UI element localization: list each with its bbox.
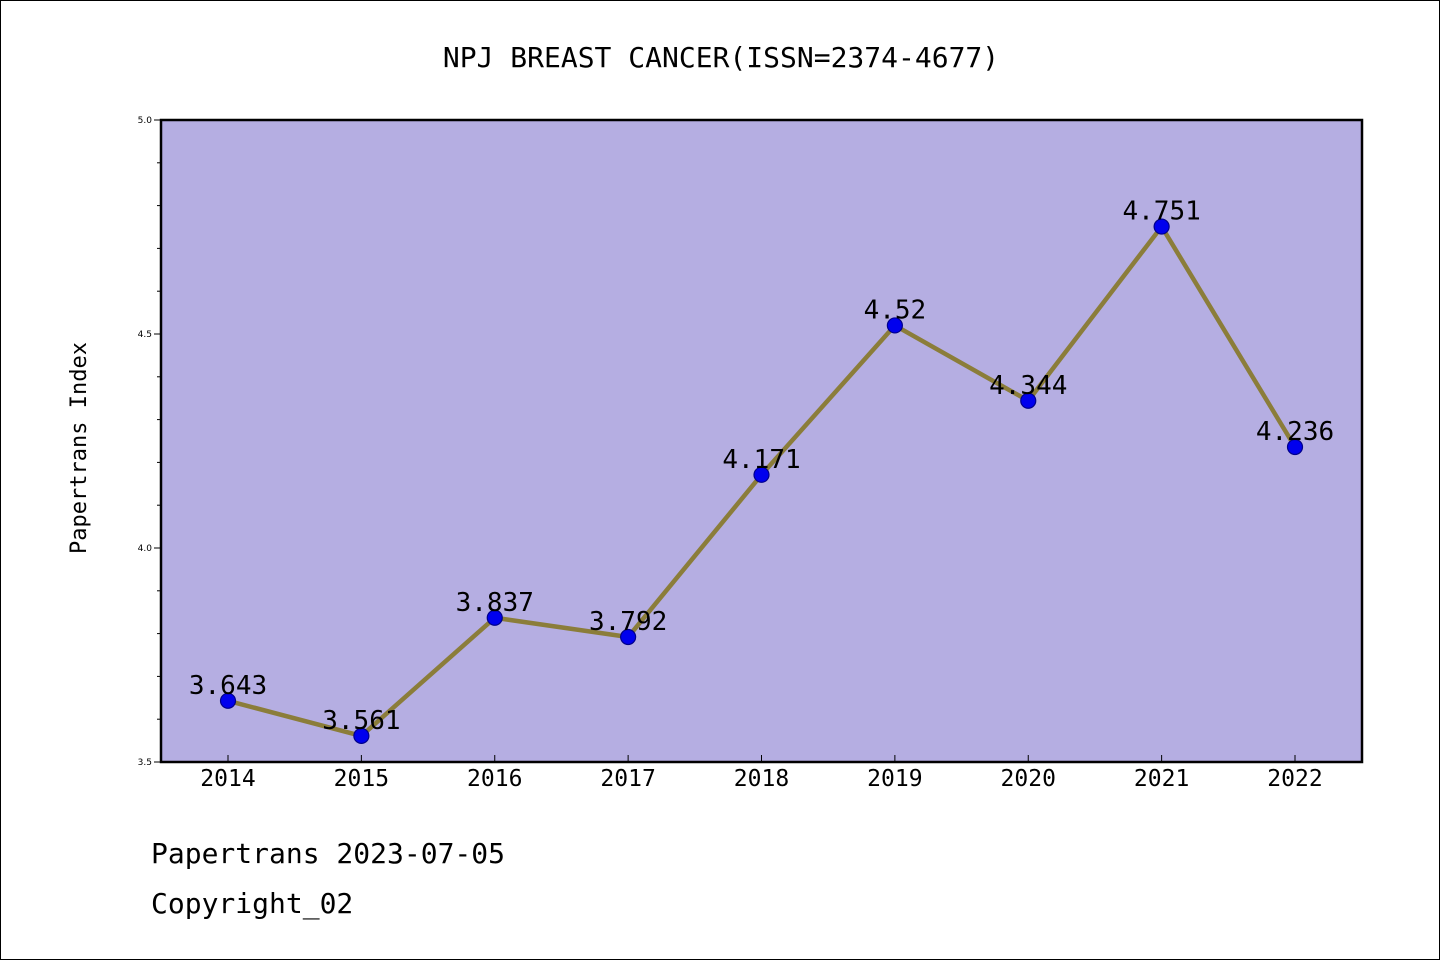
data-point-marker bbox=[353, 727, 370, 744]
x-tick-label: 2018 bbox=[734, 766, 789, 792]
data-point-marker bbox=[620, 628, 637, 646]
x-axis-ticks: 2014 2015 2016 2017 2018 2019 2020 2021 2022 bbox=[200, 755, 1323, 792]
y-axis-label: Papertrans Index bbox=[67, 342, 92, 554]
x-tick-label: 2020 bbox=[1001, 766, 1056, 792]
data-label: 3.792 bbox=[589, 607, 667, 637]
data-markers bbox=[219, 218, 1304, 744]
x-tick-label: 2014 bbox=[200, 766, 255, 792]
x-tick-label: 2021 bbox=[1134, 766, 1189, 792]
data-label: 4.236 bbox=[1256, 417, 1334, 447]
y-tick-label: 4.5 bbox=[138, 330, 152, 340]
y-tick-label: 3.5 bbox=[138, 758, 152, 768]
data-point-marker bbox=[753, 466, 770, 483]
data-label: 3.561 bbox=[322, 706, 400, 736]
data-point-marker bbox=[886, 317, 903, 334]
y-tick-label: 4.0 bbox=[138, 544, 153, 554]
data-label: 4.52 bbox=[864, 295, 927, 325]
data-label: 3.643 bbox=[189, 671, 267, 701]
data-labels: 3.643 3.561 3.837 3.792 4.171 4.52 4.344 4.751 4… bbox=[189, 197, 1334, 736]
x-tick-label: 2019 bbox=[867, 766, 922, 792]
x-tick-label: 2016 bbox=[467, 766, 522, 792]
y-axis-ticks: 3.5 4.0 4.5 5.0 bbox=[138, 116, 161, 768]
footer-date: Papertrans 2023-07-05 bbox=[151, 837, 506, 870]
data-label: 4.344 bbox=[989, 371, 1067, 401]
data-label: 4.751 bbox=[1122, 197, 1200, 227]
x-tick-label: 2017 bbox=[600, 766, 655, 792]
data-point-marker bbox=[1286, 438, 1304, 456]
data-label: 3.837 bbox=[456, 588, 534, 618]
data-point-marker bbox=[1153, 218, 1170, 235]
data-point-marker bbox=[486, 609, 503, 626]
x-tick-label: 2015 bbox=[334, 766, 389, 792]
x-tick-label: 2022 bbox=[1267, 766, 1322, 792]
data-point-marker bbox=[219, 692, 237, 709]
footer-copyright: Copyright_02 bbox=[151, 887, 354, 920]
chart-title: NPJ BREAST CANCER(ISSN=2374-4677) bbox=[443, 41, 999, 74]
y-tick-label: 5.0 bbox=[138, 116, 153, 126]
data-label: 4.171 bbox=[722, 445, 800, 475]
data-point-marker bbox=[1020, 392, 1037, 409]
